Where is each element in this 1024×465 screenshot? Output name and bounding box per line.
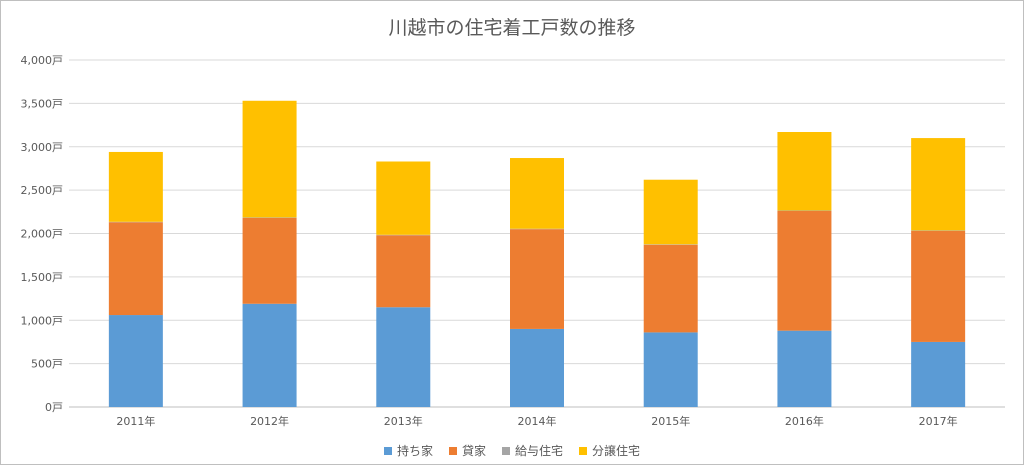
bar-segment: [510, 229, 564, 329]
legend-swatch: [502, 446, 510, 455]
chart-title: 川越市の住宅着工戸数の推移: [388, 17, 636, 39]
bar-segment: [108, 315, 163, 407]
x-tick-label: 2013年: [384, 414, 423, 428]
legend-item: 貸家: [448, 442, 486, 459]
x-tick-label: 2016年: [785, 414, 824, 428]
bars: [108, 100, 966, 407]
bar-segment: [510, 328, 564, 407]
legend-label: 貸家: [461, 444, 486, 458]
bar-segment: [911, 341, 966, 407]
bar-segment: [108, 151, 163, 222]
legend-item: 持ち家: [383, 442, 433, 459]
bar-segment: [376, 161, 431, 235]
x-tick-label: 2015年: [651, 414, 690, 428]
bar-segment: [242, 303, 297, 407]
y-tick-label: 0戸: [45, 401, 63, 414]
legend-item: 給与住宅: [502, 442, 563, 459]
y-tick-label: 1,000戸: [21, 314, 64, 327]
bar-segment: [911, 230, 966, 342]
bar-segment: [643, 244, 698, 333]
bar-segment: [376, 235, 431, 308]
x-tick-label: 2014年: [518, 414, 557, 428]
y-tick-label: 1,500戸: [21, 271, 64, 284]
legend: 持ち家 貸家 給与住宅 分譲住宅: [1, 442, 1023, 459]
x-tick-label: 2012年: [250, 414, 289, 428]
legend-label: 分譲住宅: [592, 444, 641, 458]
bar-segment: [643, 179, 698, 245]
bar-segment: [777, 132, 832, 211]
y-tick-label: 3,000戸: [21, 141, 64, 154]
legend-item: 分譲住宅: [579, 442, 640, 459]
bar-segment: [242, 100, 297, 218]
bar-segment: [510, 158, 564, 229]
legend-swatch: [579, 446, 588, 455]
y-tick-label: 500戸: [31, 358, 63, 371]
x-axis-ticks: 2011年 2012年 2013年 2014年 2015年 2016年 2017年: [116, 414, 957, 428]
y-tick-label: 2,500戸: [21, 184, 64, 197]
legend-swatch: [448, 446, 457, 455]
legend-label: 持ち家: [396, 444, 433, 458]
bar-segment: [376, 307, 431, 407]
bar-segment: [911, 138, 966, 231]
x-tick-label: 2011年: [116, 414, 155, 428]
x-tick-label: 2017年: [919, 414, 958, 428]
bar-segment: [777, 210, 832, 331]
y-axis-ticks: 0戸 500戸 1,000戸 1,500戸 2,000戸 2,500戸 3,000戸 3,50…: [21, 54, 64, 414]
y-tick-label: 4,000戸: [21, 54, 64, 67]
bar-segment: [108, 222, 163, 316]
bar-segment: [777, 330, 832, 407]
y-tick-label: 2,000戸: [21, 228, 64, 241]
bar-segment: [242, 217, 297, 304]
legend-label: 給与住宅: [515, 444, 564, 458]
bar-segment: [643, 332, 698, 407]
legend-swatch: [383, 446, 392, 455]
y-tick-label: 3,500戸: [21, 97, 64, 110]
